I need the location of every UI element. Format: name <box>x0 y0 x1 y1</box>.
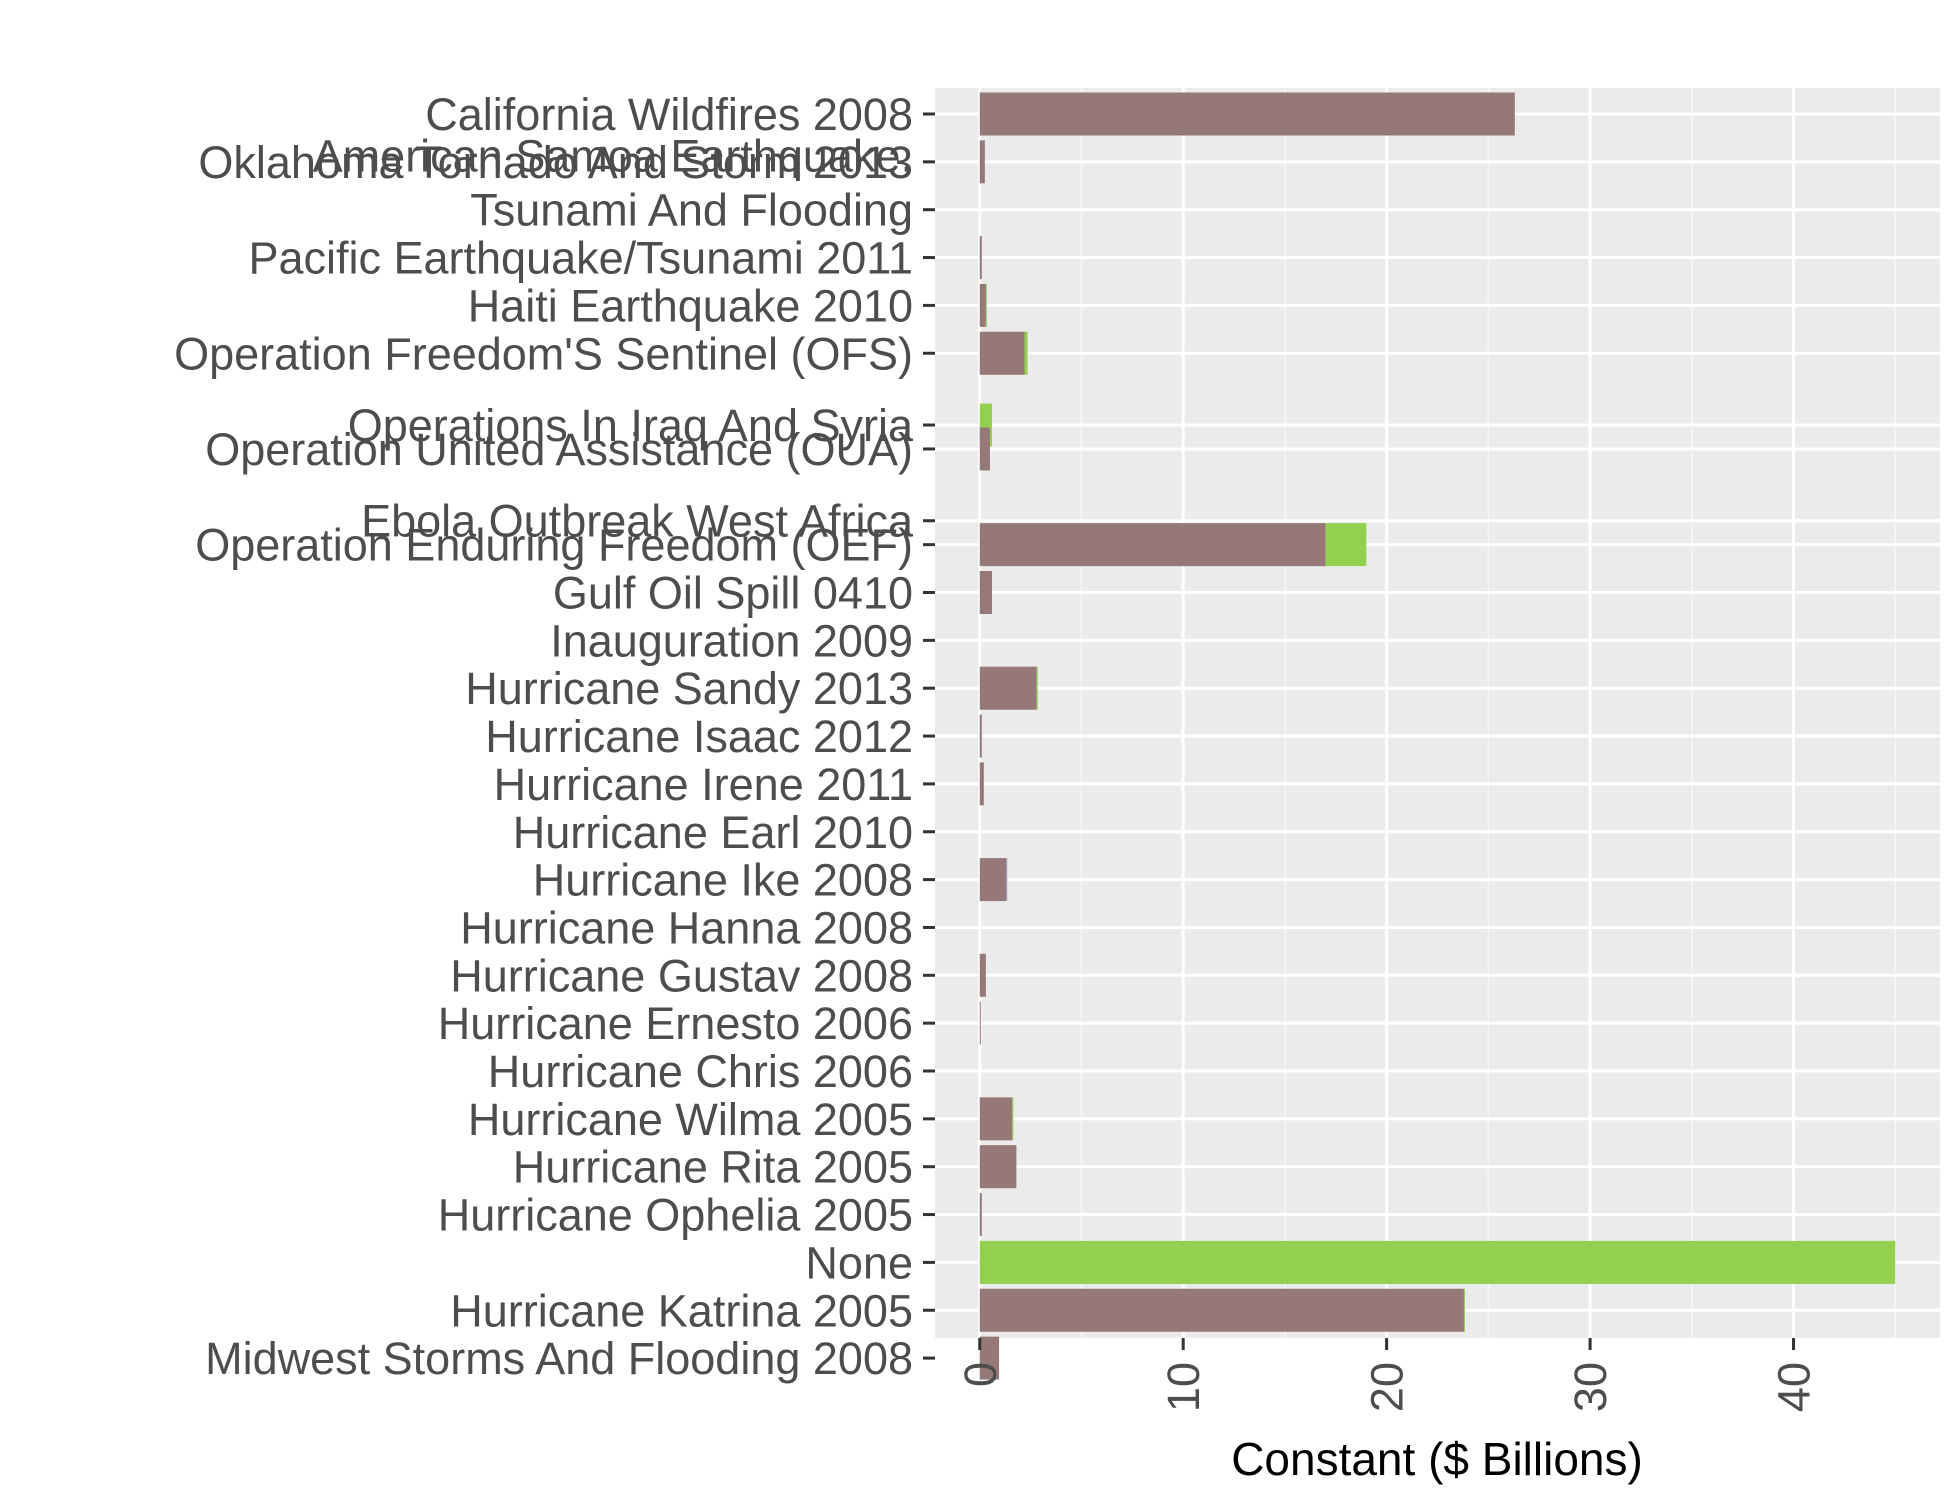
category-label: Hurricane Wilma 2005 <box>468 1094 913 1145</box>
bar-segment <box>1325 523 1367 567</box>
bar-segment <box>979 1336 1000 1380</box>
category-label: Operation United Assistance (OUA) <box>205 424 913 475</box>
category-label: Hurricane Isaac 2012 <box>485 711 913 762</box>
category-label: Hurricane Gustav 2008 <box>450 950 913 1001</box>
grid-minor <box>1080 88 1896 1338</box>
bar-segment <box>1024 331 1028 375</box>
category-label: Hurricane Hanna 2008 <box>460 902 913 953</box>
bar-segment <box>979 1193 982 1237</box>
bar-segment <box>979 1001 981 1045</box>
category-label: Hurricane Ernesto 2006 <box>438 998 913 1049</box>
bars <box>979 92 1896 1380</box>
x-tick-label: 0 <box>955 1362 1006 1387</box>
bar-segment <box>979 427 990 471</box>
bar-segment <box>979 571 992 614</box>
bar-segment <box>979 762 984 806</box>
bar-segment <box>1012 1097 1014 1141</box>
x-tick-label: 20 <box>1362 1362 1413 1412</box>
category-label: Operations In Iraq And Syria <box>348 400 914 451</box>
category-label: Pacific Earthquake/Tsunami 2011 <box>248 233 913 284</box>
category-label: Hurricane Earl 2010 <box>513 807 913 858</box>
category-label: Hurricane Ike 2008 <box>533 855 913 906</box>
bar-segment <box>979 666 1037 710</box>
bar-segment <box>979 140 985 184</box>
x-axis-title: Constant ($ Billions) <box>1231 1433 1643 1485</box>
category-label: None <box>805 1237 913 1288</box>
bar-segment <box>1036 666 1038 710</box>
category-label: American Samoa Earthquake, <box>313 131 913 182</box>
x-tick-label: 40 <box>1769 1362 1820 1412</box>
category-label: Hurricane Katrina 2005 <box>450 1285 913 1336</box>
bar-segment <box>979 1097 1013 1141</box>
category-label: Hurricane Chris 2006 <box>488 1046 913 1097</box>
category-label: Hurricane Rita 2005 <box>513 1142 913 1193</box>
x-axis-labels: 0 10 20 30 40 <box>955 1362 1820 1412</box>
bar-segment <box>979 714 982 758</box>
bar-segment <box>979 953 986 997</box>
category-label: California Wildfires 2008 <box>425 89 913 140</box>
category-label: Gulf Oil Spill 0410 <box>553 568 913 619</box>
bar-segment <box>979 523 1326 567</box>
bar-segment <box>979 1240 1896 1284</box>
bar-segment <box>979 1145 1017 1189</box>
x-tick-label: 10 <box>1158 1362 1209 1412</box>
y-axis-ticks <box>923 112 935 1360</box>
bar-segment <box>985 283 987 327</box>
bar-segment <box>979 283 986 327</box>
plot-panel <box>935 88 1940 1338</box>
category-label: Haiti Earthquake 2010 <box>468 280 913 331</box>
category-label: Operation Freedom'S Sentinel (OFS) <box>174 328 913 379</box>
bar-segment <box>979 236 982 280</box>
category-label: Midwest Storms And Flooding 2008 <box>205 1333 913 1384</box>
category-label: Tsunami And Flooding <box>470 185 913 236</box>
bar-segment <box>979 92 1515 136</box>
category-label: Oklahoma Tornado And Storm 2013 <box>198 137 913 188</box>
category-label: Inauguration 2009 <box>550 615 913 666</box>
category-label: Hurricane Sandy 2013 <box>465 663 913 714</box>
bar-segment <box>1463 1288 1465 1332</box>
bar-segment <box>979 858 1007 902</box>
category-label: Operation Enduring Freedom (OEF) <box>195 520 913 571</box>
category-label: Hurricane Ophelia 2005 <box>438 1190 913 1241</box>
x-tick-label: 30 <box>1565 1362 1616 1412</box>
category-label: Ebola Outbreak West Africa <box>361 496 914 547</box>
x-axis-ticks <box>978 1338 1796 1350</box>
bar-segment <box>979 331 1025 375</box>
bar-segment <box>1006 858 1008 902</box>
bar-segment <box>979 1288 1464 1332</box>
category-label: Hurricane Irene 2011 <box>494 759 913 810</box>
